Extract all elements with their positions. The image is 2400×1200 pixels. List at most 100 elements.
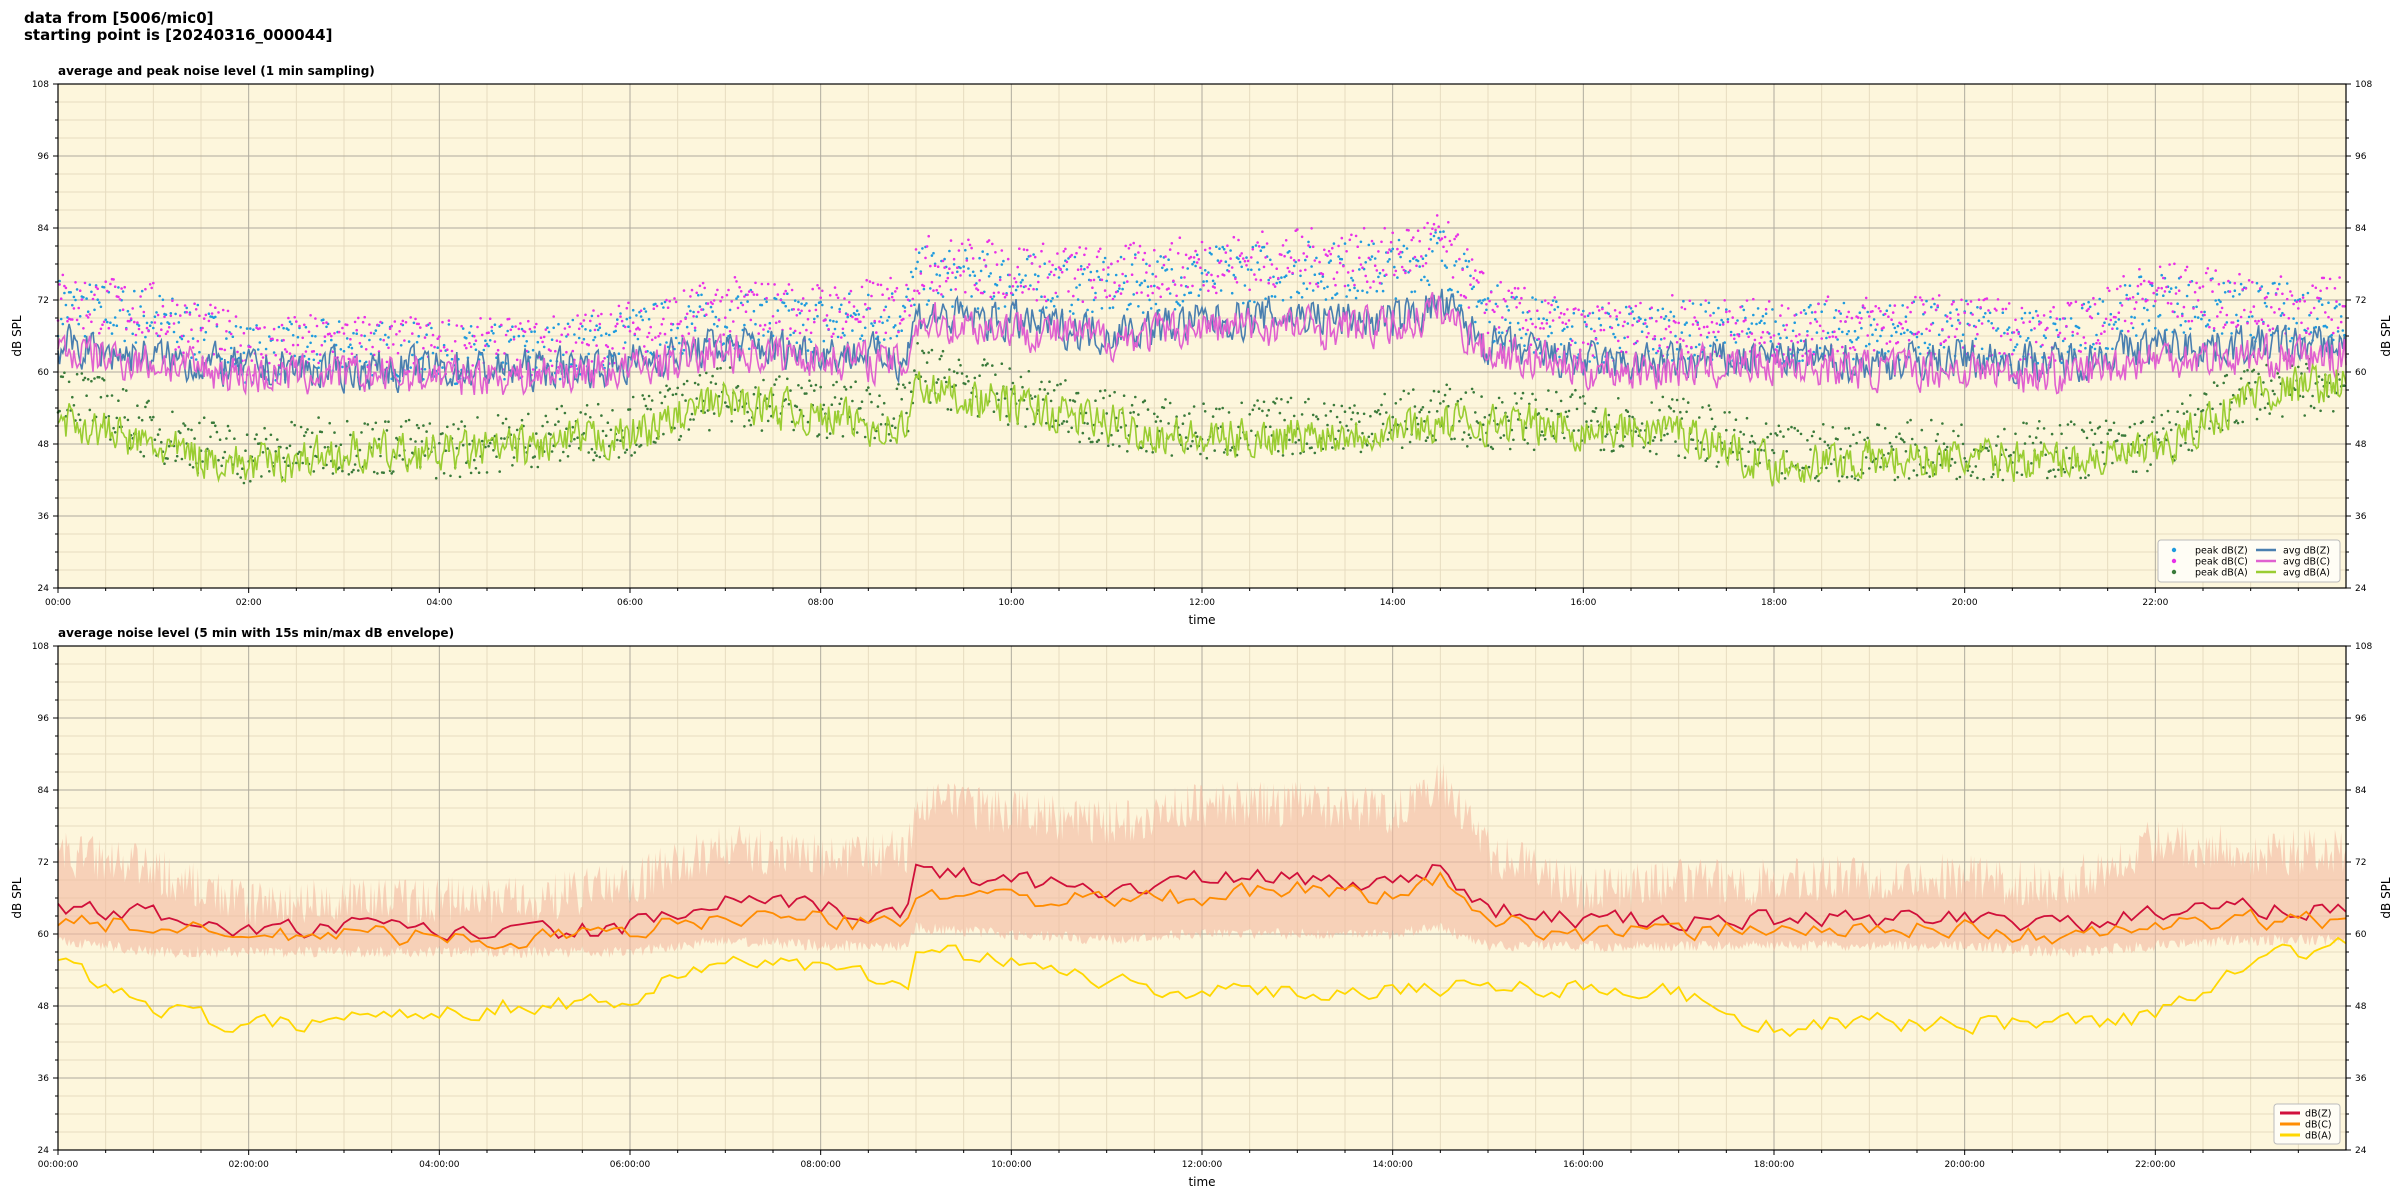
data-point — [2053, 475, 2057, 478]
data-point — [786, 337, 789, 340]
data-point — [2152, 304, 2155, 308]
data-point — [1114, 290, 1118, 294]
data-point — [2093, 432, 2097, 436]
data-point — [239, 344, 242, 347]
data-point — [1005, 414, 1008, 418]
data-point — [948, 267, 951, 271]
data-point — [1725, 308, 1728, 311]
data-point — [952, 257, 956, 261]
data-point — [214, 306, 217, 310]
data-point — [562, 450, 565, 454]
data-point — [229, 332, 233, 336]
data-point — [279, 445, 282, 449]
data-point — [1965, 299, 1968, 303]
data-point — [331, 350, 335, 354]
data-point — [395, 333, 398, 336]
data-point — [1812, 350, 1815, 354]
data-point — [385, 360, 389, 364]
data-point — [541, 340, 544, 344]
data-point — [1124, 244, 1127, 248]
data-point — [1950, 457, 1954, 461]
data-point — [1704, 310, 1707, 313]
data-point — [207, 319, 211, 323]
data-point — [1275, 281, 1278, 285]
data-point — [2327, 395, 2330, 398]
data-point — [1655, 351, 1658, 355]
data-point — [1340, 404, 1344, 408]
data-point — [1740, 447, 1744, 451]
data-point — [1939, 342, 1943, 345]
data-point — [398, 330, 401, 333]
data-point — [554, 349, 557, 353]
data-point — [2233, 281, 2237, 285]
data-point — [1079, 268, 1083, 271]
data-point — [569, 365, 573, 368]
data-point — [1359, 240, 1363, 244]
data-point — [376, 472, 379, 475]
data-point — [2093, 302, 2097, 306]
data-point — [536, 465, 540, 469]
data-point — [682, 348, 686, 352]
data-point — [69, 291, 72, 294]
data-point — [978, 256, 981, 260]
data-point — [1712, 427, 1715, 431]
data-point — [1682, 339, 1685, 342]
data-point — [85, 394, 88, 398]
data-point — [1038, 388, 1042, 391]
data-point — [1450, 243, 1453, 246]
data-point — [1944, 448, 1947, 452]
data-point — [1486, 444, 1490, 447]
data-point — [2187, 283, 2190, 287]
data-point — [2028, 435, 2032, 438]
data-point — [310, 334, 314, 338]
data-point — [2271, 327, 2275, 331]
data-point — [1516, 287, 1520, 290]
data-point — [1067, 257, 1070, 260]
data-point — [183, 424, 187, 427]
data-point — [1224, 260, 1228, 264]
data-point — [1388, 258, 1391, 261]
data-point — [650, 399, 654, 402]
data-point — [1626, 335, 1630, 339]
data-point — [587, 352, 590, 356]
data-point — [2087, 307, 2090, 311]
data-point — [795, 405, 799, 409]
data-point — [147, 329, 150, 333]
data-point — [2165, 328, 2168, 332]
data-point — [925, 303, 929, 306]
data-point — [576, 436, 579, 440]
data-point — [552, 315, 555, 318]
data-point — [164, 313, 168, 317]
data-point — [1269, 258, 1272, 262]
data-point — [1024, 285, 1027, 288]
data-point — [520, 327, 524, 331]
data-point — [822, 403, 826, 407]
data-point — [573, 437, 576, 441]
data-point — [1483, 416, 1487, 419]
data-point — [1335, 271, 1339, 274]
data-point — [59, 317, 63, 321]
data-point — [1501, 316, 1504, 319]
x-tick-label: 12:00 — [1189, 598, 1215, 608]
data-point — [1437, 390, 1440, 394]
data-point — [1135, 291, 1139, 295]
data-point — [2179, 444, 2183, 447]
data-point — [549, 433, 552, 436]
data-point — [757, 332, 760, 335]
data-point — [328, 332, 332, 336]
data-point — [1596, 342, 1599, 345]
y-tick-label: 36 — [38, 1074, 50, 1084]
data-point — [2031, 316, 2035, 320]
data-point — [1326, 285, 1329, 289]
data-point — [2343, 384, 2346, 388]
data-point — [239, 476, 242, 479]
data-point — [520, 418, 524, 422]
data-point — [171, 410, 174, 414]
data-point — [1651, 337, 1655, 341]
data-point — [190, 356, 193, 360]
data-point — [1381, 268, 1385, 272]
data-point — [1280, 253, 1283, 257]
data-point — [1923, 341, 1927, 345]
data-point — [1008, 285, 1011, 288]
data-point — [264, 347, 268, 351]
